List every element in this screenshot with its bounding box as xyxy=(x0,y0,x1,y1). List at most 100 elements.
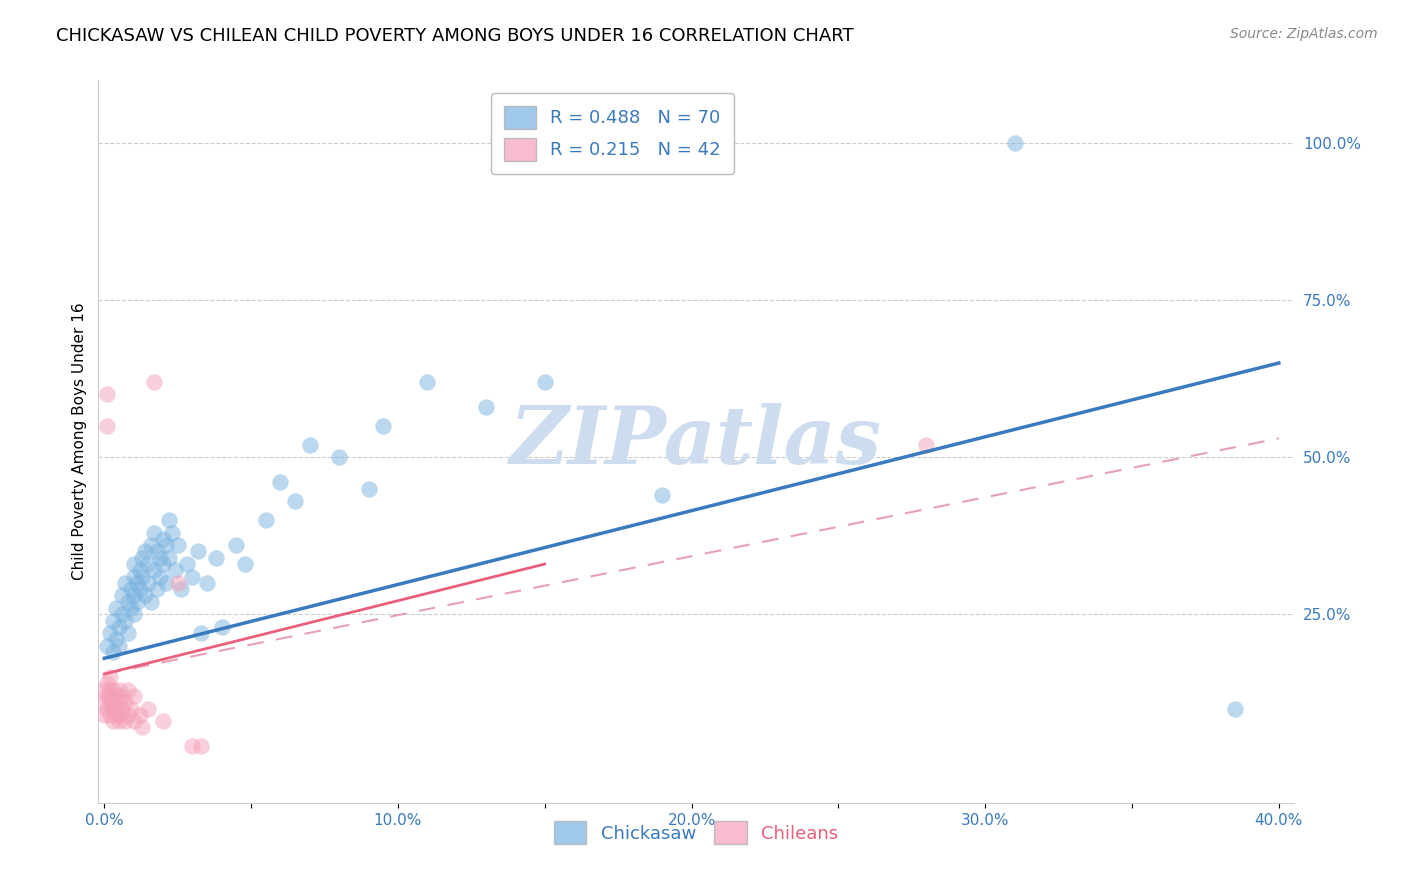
Point xyxy=(160,525,183,540)
Point xyxy=(284,494,307,508)
Point xyxy=(114,575,136,590)
Point xyxy=(111,589,134,603)
Point xyxy=(166,538,188,552)
Point xyxy=(128,563,150,577)
Point xyxy=(105,632,128,647)
Point xyxy=(141,595,163,609)
Point xyxy=(254,513,277,527)
Point xyxy=(122,607,145,622)
Point xyxy=(138,701,160,715)
Point xyxy=(155,538,177,552)
Point xyxy=(143,375,166,389)
Point xyxy=(108,714,131,728)
Point xyxy=(111,701,134,715)
Point xyxy=(149,569,172,583)
Point xyxy=(138,575,160,590)
Point xyxy=(96,689,118,703)
Point xyxy=(155,575,177,590)
Point xyxy=(157,513,180,527)
Point xyxy=(117,682,139,697)
Point xyxy=(117,626,139,640)
Point xyxy=(122,714,145,728)
Point xyxy=(143,563,166,577)
Point xyxy=(101,701,124,715)
Point xyxy=(125,595,148,609)
Point xyxy=(328,450,350,465)
Point xyxy=(298,438,321,452)
Point xyxy=(111,607,134,622)
Point xyxy=(98,670,121,684)
Point xyxy=(1223,701,1246,715)
Point xyxy=(152,714,174,728)
Point xyxy=(416,375,439,389)
Point xyxy=(96,676,118,690)
Point xyxy=(149,550,172,565)
Point xyxy=(117,707,139,722)
Point xyxy=(120,582,142,597)
Point xyxy=(181,569,204,583)
Point xyxy=(205,550,228,565)
Point xyxy=(187,544,209,558)
Point xyxy=(98,695,121,709)
Point xyxy=(96,418,118,433)
Point xyxy=(98,682,121,697)
Point xyxy=(101,614,124,628)
Point xyxy=(146,544,169,558)
Point xyxy=(128,582,150,597)
Point xyxy=(211,620,233,634)
Point xyxy=(475,400,498,414)
Point xyxy=(101,645,124,659)
Point xyxy=(269,475,291,490)
Point xyxy=(146,582,169,597)
Point xyxy=(128,707,150,722)
Point xyxy=(163,563,186,577)
Point xyxy=(93,707,115,722)
Point xyxy=(373,418,395,433)
Point xyxy=(114,714,136,728)
Point xyxy=(152,557,174,571)
Point xyxy=(105,601,128,615)
Point xyxy=(98,707,121,722)
Point xyxy=(122,689,145,703)
Point xyxy=(98,689,121,703)
Point xyxy=(915,438,938,452)
Point xyxy=(225,538,247,552)
Point xyxy=(134,589,156,603)
Point xyxy=(108,639,131,653)
Y-axis label: Child Poverty Among Boys Under 16: Child Poverty Among Boys Under 16 xyxy=(72,302,87,581)
Point xyxy=(93,695,115,709)
Point xyxy=(101,714,124,728)
Point xyxy=(131,569,153,583)
Point xyxy=(120,701,142,715)
Point xyxy=(190,626,212,640)
Point xyxy=(176,557,198,571)
Text: ZIPatlas: ZIPatlas xyxy=(510,403,882,480)
Point xyxy=(114,695,136,709)
Point xyxy=(1004,136,1026,150)
Point xyxy=(195,575,218,590)
Text: CHICKASAW VS CHILEAN CHILD POVERTY AMONG BOYS UNDER 16 CORRELATION CHART: CHICKASAW VS CHILEAN CHILD POVERTY AMONG… xyxy=(56,27,853,45)
Point xyxy=(122,589,145,603)
Point xyxy=(143,525,166,540)
Point xyxy=(190,739,212,754)
Point xyxy=(122,557,145,571)
Point xyxy=(96,701,118,715)
Point xyxy=(111,689,134,703)
Point xyxy=(105,701,128,715)
Point xyxy=(533,375,555,389)
Point xyxy=(108,620,131,634)
Point xyxy=(169,582,191,597)
Point xyxy=(98,626,121,640)
Point xyxy=(105,707,128,722)
Legend: Chickasaw, Chileans: Chickasaw, Chileans xyxy=(547,814,845,852)
Point xyxy=(117,595,139,609)
Point xyxy=(181,739,204,754)
Point xyxy=(152,532,174,546)
Point xyxy=(93,682,115,697)
Point xyxy=(108,682,131,697)
Point xyxy=(134,544,156,558)
Point xyxy=(138,557,160,571)
Point xyxy=(108,707,131,722)
Point xyxy=(357,482,380,496)
Point xyxy=(96,387,118,401)
